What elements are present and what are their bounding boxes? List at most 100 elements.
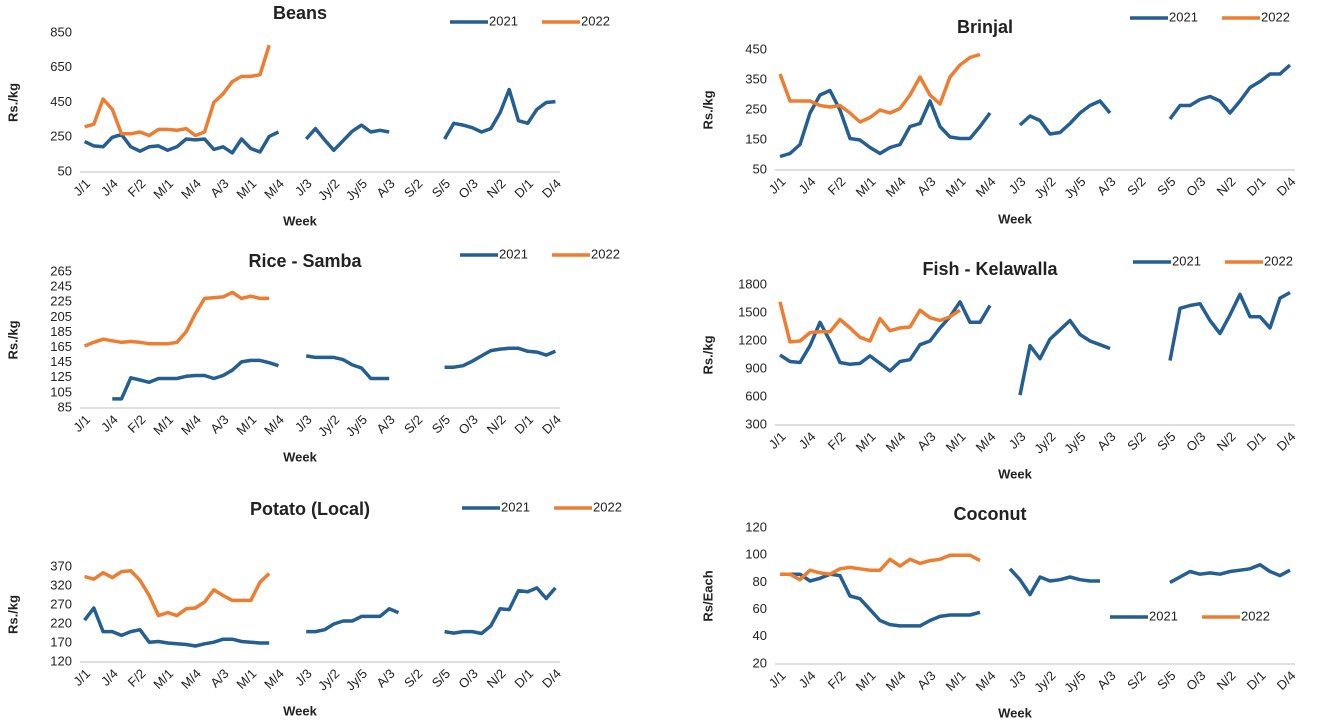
x-tick-label: M/4 [973,429,999,455]
x-tick-label: S/2 [401,666,425,690]
x-tick-label: M/4 [178,176,204,202]
x-tick-label: D/4 [539,412,564,437]
y-tick-label: 600 [745,388,767,403]
x-tick-label: Jy/2 [1031,174,1058,201]
x-tick-label: M/4 [261,666,287,692]
y-tick-label: 245 [50,279,72,294]
x-tick-label: M/4 [178,666,204,692]
x-tick-label: A/3 [914,668,938,692]
x-tick-label: D/4 [1274,429,1299,454]
x-tick-label: Jy/5 [343,412,370,439]
y-tick-label: 165 [50,339,72,354]
y-tick-label: 105 [50,384,72,399]
x-tick-label: F/2 [825,429,849,453]
legend-label: 2021 [1149,608,1178,623]
x-tick-label: Jy/2 [315,412,342,439]
x-axis-label: Week [283,213,317,228]
x-tick-label: A/3 [1094,429,1118,453]
y-tick-label: 1200 [738,332,767,347]
x-axis-label: Week [283,703,317,718]
x-tick-label: J/1 [766,668,789,691]
y-axis-label: Rs./kg [700,335,715,374]
x-tick-label: A/3 [914,429,938,453]
y-tick-label: 850 [50,24,72,39]
x-tick-label: N/2 [484,412,509,437]
x-tick-label: J/3 [1006,174,1029,197]
x-tick-label: S/2 [1124,429,1148,453]
x-tick-label: D/1 [511,412,536,437]
chart: Brinjal Rs./kg Week 50 150 250 350 450 J/1 J/4 F/2… [700,9,1298,226]
x-tick-label: M/4 [178,412,204,438]
y-tick-label: 370 [50,558,72,573]
x-axis-label: Week [998,466,1032,481]
x-tick-label: O/3 [1183,429,1208,454]
x-tick-label: F/2 [125,666,149,690]
y-tick-label: 185 [50,324,72,339]
chart-title: Fish - Kelawalla [922,259,1058,279]
x-tick-label: A/3 [207,412,231,436]
x-tick-label: D/4 [539,176,564,201]
x-tick-label: S/5 [429,412,453,436]
x-tick-label: D/1 [511,666,536,691]
x-tick-label: M/4 [973,174,999,200]
x-tick-label: N/2 [484,176,509,201]
x-tick-label: Jy/2 [315,666,342,693]
x-tick-label: M/1 [943,668,969,694]
x-tick-label: M/1 [233,666,259,692]
x-tick-label: F/2 [825,174,849,198]
y-axis-label: Rs./kg [5,320,20,359]
x-tick-label: M/1 [943,174,969,200]
legend-label: 2021 [1172,253,1201,268]
x-tick-label: J/3 [292,412,315,435]
chart-title: Potato (Local) [250,499,370,519]
y-tick-label: 320 [50,577,72,592]
x-tick-label: J/3 [1006,429,1029,452]
x-tick-label: J/3 [292,176,315,199]
y-tick-label: 270 [50,596,72,611]
x-tick-label: S/5 [429,666,453,690]
x-tick-label: J/3 [292,666,315,689]
x-tick-label: D/4 [1274,668,1299,693]
x-tick-label: J/4 [98,176,121,199]
x-tick-label: O/3 [455,666,480,691]
x-tick-label: A/3 [914,174,938,198]
x-tick-label: Jy/2 [1031,429,1058,456]
x-tick-label: J/1 [70,176,93,199]
y-tick-label: 20 [753,655,767,670]
x-tick-label: M/1 [853,668,879,694]
chart: Coconut Rs/Each Week 20 40 60 80 100 120 J/1 J/4 F/… [700,504,1298,721]
x-tick-label: D/4 [1274,174,1299,199]
series-line [84,44,271,138]
x-tick-label: D/4 [539,666,564,691]
x-tick-label: M/1 [943,429,969,455]
y-tick-label: 85 [58,399,72,414]
x-tick-label: N/2 [1214,174,1239,199]
x-tick-label: O/3 [455,176,480,201]
x-tick-label: M/4 [883,429,909,455]
x-tick-label: S/5 [1154,429,1178,453]
x-tick-label: D/1 [1244,429,1269,454]
x-tick-label: A/3 [1094,174,1118,198]
y-tick-label: 250 [50,129,72,144]
legend-label: 2022 [1241,608,1270,623]
series-line [778,301,961,344]
x-tick-label: N/2 [1214,429,1239,454]
x-tick-label: Jy/5 [1061,174,1088,201]
legend-label: 2022 [591,246,620,261]
x-tick-label: A/3 [1094,668,1118,692]
x-tick-label: M/1 [233,176,259,202]
x-axis-label: Week [998,705,1032,720]
x-tick-label: S/2 [401,176,425,200]
x-tick-label: A/3 [373,666,397,690]
x-tick-label: A/3 [207,176,231,200]
x-tick-label: J/3 [1006,668,1029,691]
y-axis-label: Rs./kg [5,83,20,122]
series-line [779,63,1292,159]
x-tick-label: S/5 [1154,174,1178,198]
x-tick-label: O/3 [455,412,480,437]
x-tick-label: S/5 [429,176,453,200]
y-tick-label: 150 [745,131,767,146]
x-tick-label: M/4 [883,668,909,694]
legend-label: 2021 [1169,9,1198,24]
series-line [779,290,1291,396]
